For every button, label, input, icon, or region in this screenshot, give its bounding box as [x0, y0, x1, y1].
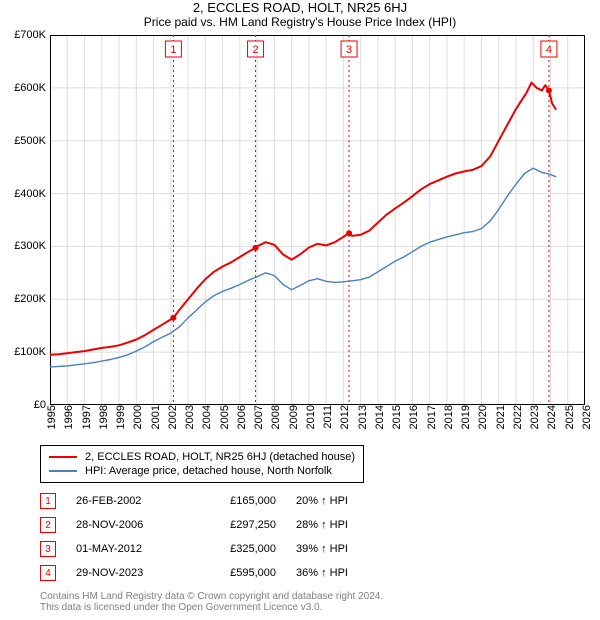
x-axis-label: 2018 [443, 405, 455, 429]
line-chart-svg: 1 2 3 4 [50, 35, 585, 405]
legend-label: HPI: Average price, detached house, Nort… [85, 465, 332, 477]
sale-diff: 20% ↑ HPI [296, 495, 386, 507]
x-axis-label: 2022 [512, 405, 524, 429]
sale-date: 29-NOV-2023 [76, 567, 176, 579]
chart-area: 1234 £0£100K£200K£300K£400K£500K£600K£70… [50, 35, 585, 405]
x-axis-label: 2006 [236, 405, 248, 429]
x-axis-labels: 1995199619971998199920002001200220032004… [50, 405, 585, 441]
x-axis-label: 2012 [339, 405, 351, 429]
x-axis-label: 2026 [581, 405, 593, 429]
sale-date: 28-NOV-2006 [76, 519, 176, 531]
x-axis-label: 2013 [357, 405, 369, 429]
sale-price: £325,000 [196, 543, 276, 555]
y-axis-label: £600K [14, 82, 50, 94]
y-axis-label: £500K [14, 135, 50, 147]
legend-item: 2, ECCLES ROAD, HOLT, NR25 6HJ (detached… [49, 450, 355, 464]
chart-subtitle: Price paid vs. HM Land Registry's House … [0, 15, 600, 29]
legend-item: HPI: Average price, detached house, Nort… [49, 464, 355, 478]
x-axis-label: 2017 [426, 405, 438, 429]
x-axis-label: 2023 [529, 405, 541, 429]
sale-price: £165,000 [196, 495, 276, 507]
footer-line-1: Contains HM Land Registry data © Crown c… [40, 591, 590, 602]
footer: Contains HM Land Registry data © Crown c… [40, 591, 590, 613]
sale-marker-badge: 2 [40, 517, 56, 533]
x-axis-label: 2015 [391, 405, 403, 429]
x-axis-label: 2025 [564, 405, 576, 429]
sale-diff: 36% ↑ HPI [296, 567, 386, 579]
svg-text:4: 4 [546, 44, 552, 56]
footer-line-2: This data is licensed under the Open Gov… [40, 602, 590, 613]
x-axis-label: 2003 [184, 405, 196, 429]
x-axis-label: 2001 [150, 405, 162, 429]
y-axis-label: £100K [14, 346, 50, 358]
x-axis-label: 2007 [253, 405, 265, 429]
x-axis-label: 2008 [270, 405, 282, 429]
sale-price: £297,250 [196, 519, 276, 531]
x-axis-label: 2020 [477, 405, 489, 429]
x-axis-label: 2011 [322, 405, 334, 429]
x-axis-label: 1995 [46, 405, 58, 429]
y-axis-label: £200K [14, 293, 50, 305]
x-axis-label: 2005 [219, 405, 231, 429]
sales-row: 2 28-NOV-2006 £297,250 28% ↑ HPI [40, 513, 590, 537]
svg-text:2: 2 [252, 44, 258, 56]
sale-diff: 39% ↑ HPI [296, 543, 386, 555]
x-axis-label: 2024 [546, 405, 558, 429]
x-axis-label: 1998 [98, 405, 110, 429]
y-axis-label: £400K [14, 188, 50, 200]
sales-row: 3 01-MAY-2012 £325,000 39% ↑ HPI [40, 537, 590, 561]
legend-label: 2, ECCLES ROAD, HOLT, NR25 6HJ (detached… [85, 451, 355, 463]
sales-row: 4 29-NOV-2023 £595,000 36% ↑ HPI [40, 561, 590, 585]
x-axis-label: 1997 [81, 405, 93, 429]
svg-text:3: 3 [346, 44, 352, 56]
chart-title: 2, ECCLES ROAD, HOLT, NR25 6HJ [0, 0, 600, 15]
x-axis-label: 2019 [460, 405, 472, 429]
x-axis-label: 1996 [63, 405, 75, 429]
x-axis-label: 2002 [167, 405, 179, 429]
y-axis-label: £700K [14, 29, 50, 41]
legend-swatch [49, 456, 77, 458]
x-axis-label: 2014 [374, 405, 386, 429]
svg-text:1: 1 [170, 44, 176, 56]
sales-table: 1 26-FEB-2002 £165,000 20% ↑ HPI 2 28-NOV-200… [40, 489, 590, 585]
x-axis-label: 2010 [305, 405, 317, 429]
sale-date: 01-MAY-2012 [76, 543, 176, 555]
sales-row: 1 26-FEB-2002 £165,000 20% ↑ HPI [40, 489, 590, 513]
sale-diff: 28% ↑ HPI [296, 519, 386, 531]
sale-marker-badge: 1 [40, 493, 56, 509]
y-axis-label: £300K [14, 240, 50, 252]
x-axis-label: 2004 [201, 405, 213, 429]
sale-price: £595,000 [196, 567, 276, 579]
legend-swatch [49, 470, 77, 472]
legend: 2, ECCLES ROAD, HOLT, NR25 6HJ (detached… [40, 445, 364, 483]
x-axis-label: 2009 [288, 405, 300, 429]
x-axis-label: 2021 [495, 405, 507, 429]
sale-date: 26-FEB-2002 [76, 495, 176, 507]
x-axis-label: 1999 [115, 405, 127, 429]
sale-marker-badge: 4 [40, 565, 56, 581]
x-axis-label: 2016 [408, 405, 420, 429]
sale-marker-badge: 3 [40, 541, 56, 557]
x-axis-label: 2000 [132, 405, 144, 429]
